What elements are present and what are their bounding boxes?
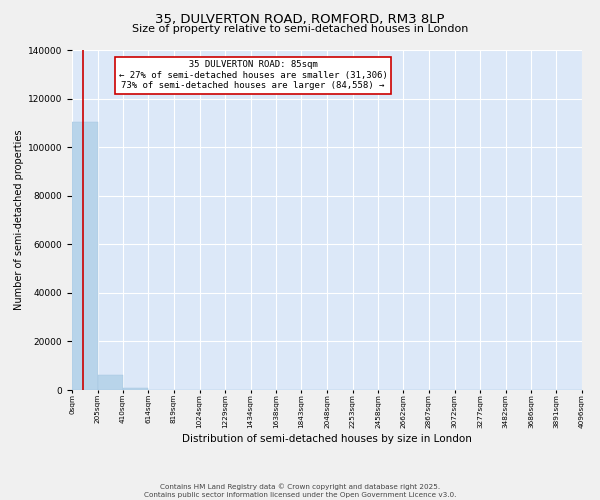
- Text: 35, DULVERTON ROAD, ROMFORD, RM3 8LP: 35, DULVERTON ROAD, ROMFORD, RM3 8LP: [155, 12, 445, 26]
- Text: 35 DULVERTON ROAD: 85sqm  
← 27% of semi-detached houses are smaller (31,306)
73: 35 DULVERTON ROAD: 85sqm ← 27% of semi-d…: [119, 60, 388, 90]
- Text: Size of property relative to semi-detached houses in London: Size of property relative to semi-detach…: [132, 24, 468, 34]
- Bar: [98, 375, 123, 390]
- X-axis label: Distribution of semi-detached houses by size in London: Distribution of semi-detached houses by …: [182, 434, 472, 444]
- Bar: [72, 122, 98, 390]
- Text: Contains HM Land Registry data © Crown copyright and database right 2025.
Contai: Contains HM Land Registry data © Crown c…: [144, 484, 456, 498]
- Y-axis label: Number of semi-detached properties: Number of semi-detached properties: [14, 130, 23, 310]
- Bar: [123, 388, 148, 390]
